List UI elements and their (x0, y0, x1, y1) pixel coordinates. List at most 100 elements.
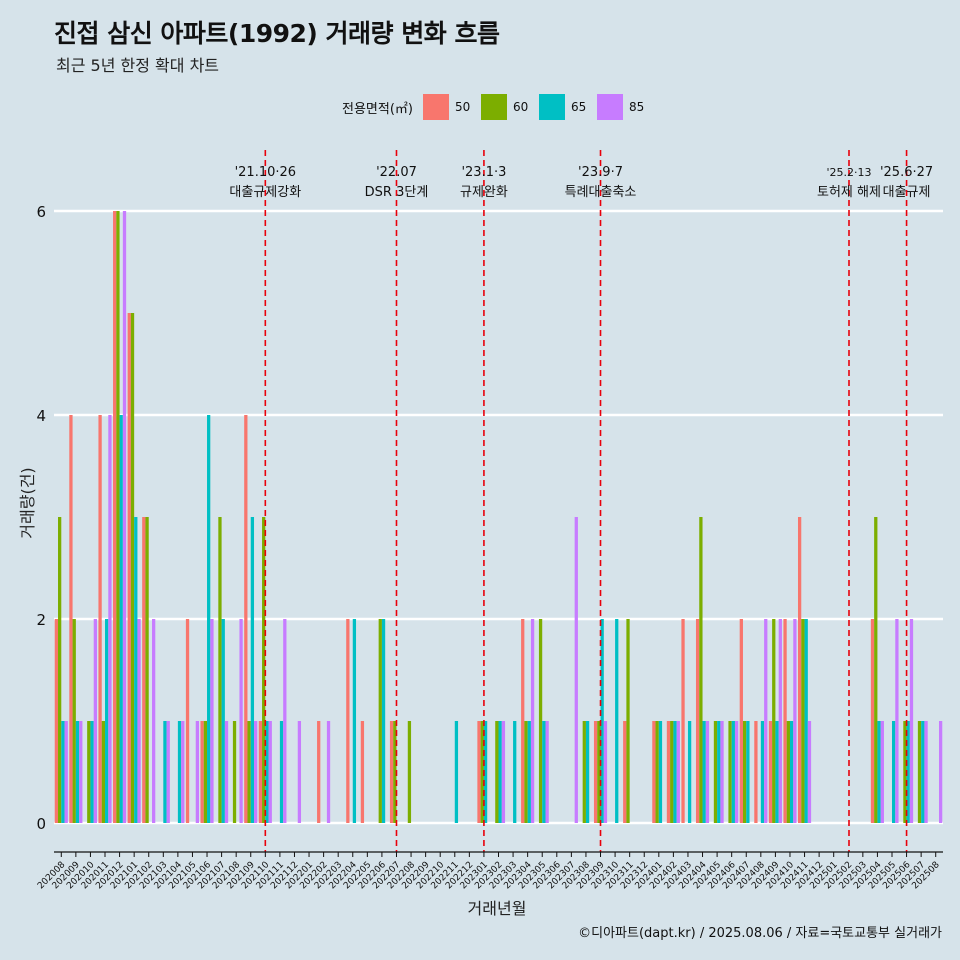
bar-65-202506 (906, 721, 910, 823)
bars (54, 211, 943, 823)
legend: 전용면적(㎡) 50 60 65 85 (342, 92, 655, 122)
bar-65-202301 (483, 721, 488, 823)
bar-65-202401 (658, 721, 663, 823)
bar-50-202106 (200, 721, 204, 823)
bar-65-202107 (221, 619, 225, 823)
bar-85-202304 (530, 619, 535, 823)
bar-65-202302 (498, 721, 502, 823)
bar-50-202410 (783, 619, 787, 823)
bar-50-202304 (521, 619, 525, 823)
bar-50-202401 (652, 721, 656, 823)
bar-85-202101 (137, 619, 141, 823)
event-date: '23.9·7 (578, 165, 623, 180)
bar-85-202402 (676, 721, 680, 823)
event-label: 규제완화 (460, 185, 508, 200)
bar-60-202410 (786, 721, 790, 823)
bar-65-202411 (804, 619, 808, 823)
bar-60-202010 (87, 721, 91, 823)
bar-50-202404 (695, 619, 700, 823)
bar-50-202311 (623, 721, 627, 823)
chart-title: 진접 삼신 아파트(1992) 거래량 변화 흐름 (54, 19, 500, 48)
bar-60-202011 (101, 721, 106, 823)
bar-50-202202 (317, 721, 321, 823)
bar-60-202309 (597, 721, 601, 823)
bar-60-202409 (772, 619, 776, 823)
bar-65-202409 (775, 721, 779, 823)
bar-50-202105 (185, 619, 190, 823)
bar-60-202311 (626, 619, 630, 823)
bar-85-202307 (574, 517, 578, 823)
bar-65-202011 (105, 619, 109, 823)
bar-65-202309 (600, 619, 604, 823)
bar-60-202304 (524, 721, 528, 823)
event-label: 토허제 해제 (817, 185, 881, 200)
bar-85-202409 (778, 619, 782, 823)
bar-85-202008 (64, 721, 68, 823)
bar-50-202012 (113, 211, 117, 823)
bar-50-202301 (477, 721, 481, 823)
bar-60-202506 (903, 721, 907, 823)
bar-60-202109 (247, 721, 251, 823)
legend-title: 전용면적(㎡) (342, 101, 413, 117)
bar-85-202010 (93, 619, 97, 823)
bar-65-202408 (760, 721, 765, 823)
bar-50-202309 (593, 721, 598, 823)
bar-65-202404 (702, 721, 706, 823)
bar-85-202202 (326, 721, 331, 823)
bar-65-202109 (250, 517, 255, 823)
x-axis-title: 거래년월 (468, 899, 527, 918)
y-axis-title: 거래량(건) (18, 467, 37, 538)
bar-65-202406 (731, 721, 735, 823)
bar-60-202305 (538, 619, 543, 823)
bar-50-202205 (360, 721, 365, 823)
bar-60-202302 (495, 721, 499, 823)
bar-85-202507 (924, 721, 928, 823)
bar-60-202507 (917, 721, 922, 823)
bar-85-202302 (501, 721, 506, 823)
y-tick-label: 0 (36, 815, 46, 833)
bar-65-202304 (527, 721, 531, 823)
legend-swatch-50 (422, 94, 449, 120)
bar-85-202508 (938, 721, 943, 823)
bar-65-202402 (673, 721, 677, 823)
bar-65-202505 (891, 721, 896, 823)
bar-65-202405 (717, 721, 721, 823)
event-label: 특례대출축소 (565, 185, 637, 200)
bar-65-202010 (90, 721, 94, 823)
bar-60-202301 (480, 721, 484, 823)
bar-60-202101 (130, 313, 135, 823)
legend-label-65: 65 (570, 100, 587, 114)
bar-60-202411 (801, 619, 805, 823)
y-tick-label: 2 (36, 611, 46, 629)
bar-65-202305 (542, 721, 546, 823)
bar-85-202104 (181, 721, 185, 823)
bar-60-202405 (713, 721, 718, 823)
bar-85-202107 (224, 721, 229, 823)
bar-60-202102 (145, 517, 149, 823)
bar-85-202504 (880, 721, 884, 823)
bar-60-202504 (874, 517, 878, 823)
bar-50-202403 (681, 619, 685, 823)
bar-65-202507 (921, 721, 925, 823)
bar-85-202112 (297, 721, 302, 823)
bar-65-202211 (454, 721, 459, 823)
bar-60-202110 (262, 517, 266, 823)
y-tick-label: 4 (36, 407, 46, 425)
bar-65-202008 (61, 721, 65, 823)
bar-60-202207 (393, 721, 397, 823)
bar-65-202206 (381, 619, 386, 823)
event-date: '25.2·13 (826, 166, 871, 179)
bar-50-202101 (127, 313, 131, 823)
bar-85-202411 (807, 721, 812, 823)
event-label: 대출규제강화 (229, 185, 301, 200)
bar-85-202106 (210, 619, 214, 823)
bar-85-202108 (239, 619, 243, 823)
legend-swatch-60 (480, 94, 507, 120)
bar-65-202110 (265, 721, 269, 823)
bar-50-202504 (870, 619, 875, 823)
bar-65-202310 (615, 619, 619, 823)
bar-85-202111 (283, 619, 287, 823)
bar-50-202008 (54, 619, 59, 823)
bar-65-202407 (746, 721, 750, 823)
